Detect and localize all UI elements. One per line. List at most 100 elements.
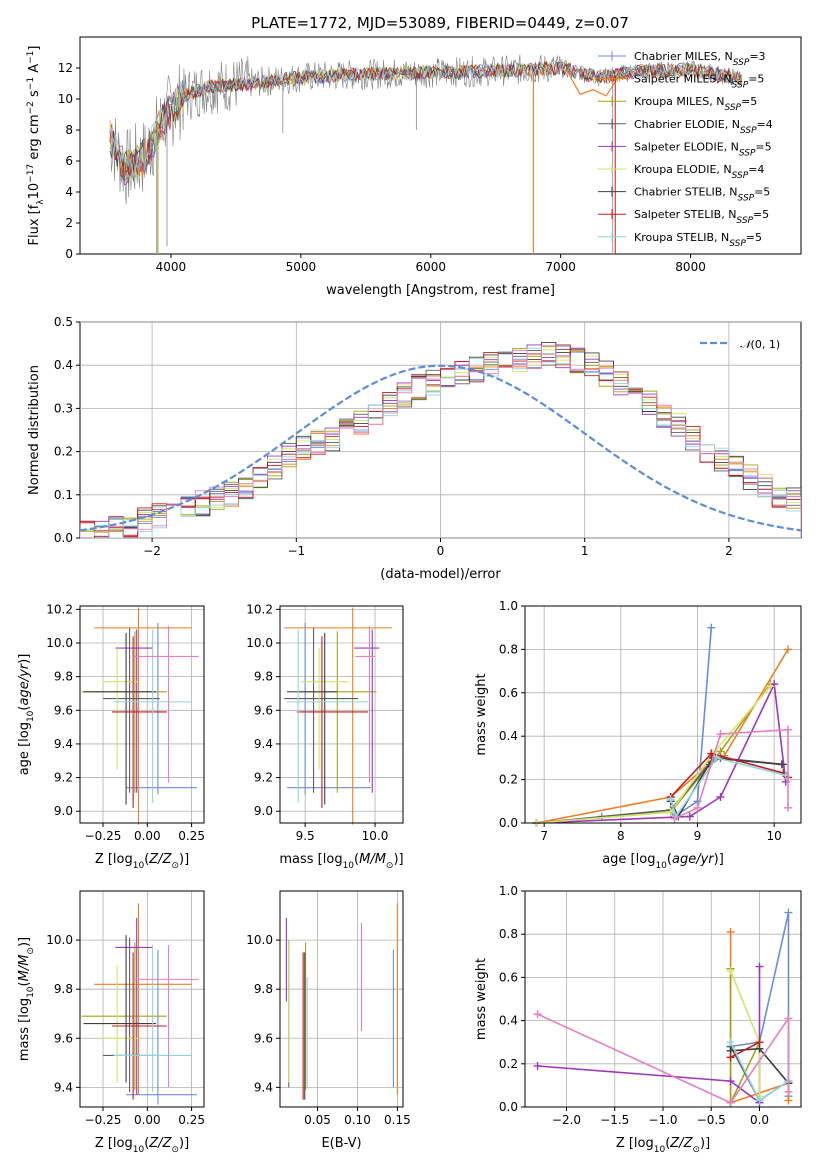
y-tick-label: 0.8 [499, 927, 518, 941]
y-tick-label: 9.6 [254, 1031, 273, 1045]
y-tick-label: 1.0 [499, 884, 518, 898]
y-tick-label: 0 [65, 247, 73, 261]
y-tick-label: 0.0 [499, 816, 518, 830]
x-axis-label: (data-model)/error [380, 567, 501, 582]
y-tick-label: 9.6 [54, 1031, 73, 1045]
x-tick-label: 10 [767, 829, 782, 843]
y-tick-label: 1.0 [499, 599, 518, 613]
x-tick-label: −0.25 [85, 1113, 122, 1127]
point-pink [693, 803, 702, 812]
series-kroupa-elodie [729, 970, 761, 1097]
series-kroupa-stelib [669, 756, 786, 819]
point-pink [783, 725, 792, 734]
y-tick-label: 10.0 [46, 933, 73, 947]
y-tick-label: 0.6 [499, 686, 518, 700]
series-salpeter-elodie [536, 681, 787, 824]
point-kroupa-stelib [666, 795, 675, 804]
x-tick-label: 8 [617, 829, 625, 843]
y-axis-label: Normed distribution [27, 365, 42, 495]
x-tick-label: −1 [287, 544, 305, 558]
y-tick-label: 2 [65, 216, 73, 230]
point-salpeter-miles [784, 1096, 793, 1105]
histogram-pink [80, 345, 801, 538]
x-tick-label: −1.5 [600, 1113, 629, 1127]
point-chabrier-miles [784, 908, 793, 917]
point-kroupa-elodie [766, 682, 775, 691]
x-tick-label: −0.25 [85, 829, 122, 843]
x-tick-label: 2 [725, 544, 733, 558]
residual-histogram-panel: −2 −1 0 1 2 0.0 0.1 0.2 0.3 0.4 0.5 𝒩(0, 1) (data-mo… [27, 315, 802, 582]
point-salpeter-elodie [755, 962, 764, 971]
age-vs-mass-panel: 9.5 10.0 9.0 9.2 9.4 9.6 9.8 10.0 10.2 mass [log1… [246, 602, 403, 871]
x-tick-label: 9 [694, 829, 702, 843]
point-salpeter-stelib [726, 1053, 735, 1062]
x-axis-label: Z [log10(Z/Z⊙)] [95, 852, 189, 871]
x-tick-label: 5000 [286, 260, 317, 274]
age-vs-metallicity-panel: −0.25 0.00 0.25 9.0 9.2 9.4 9.6 9.8 10.0 10.2 Z [l… [17, 602, 205, 871]
axes-frame [524, 605, 802, 824]
series-pink [537, 1013, 790, 1104]
series-kroupa-elodie [536, 685, 771, 824]
point-kroupa-stelib [755, 1096, 764, 1105]
point-kroupa-elodie [666, 808, 675, 817]
y-tick-label: 9.8 [54, 982, 73, 996]
x-axis-label: E(B-V) [321, 1136, 361, 1151]
y-tick-label: 6 [65, 154, 73, 168]
y-tick-label: 10.0 [246, 933, 273, 947]
x-tick-label: 7 [540, 829, 548, 843]
point-pink [533, 1010, 542, 1019]
weight-vs-age-panel: 7 8 9 10 0.0 0.2 0.4 0.6 0.8 1.0 age [log10(age/yr… [474, 599, 802, 871]
figure-title: PLATE=1772, MJD=53089, FIBERID=0449, z=0… [251, 14, 629, 32]
y-axis-label: mass weight [474, 673, 489, 755]
y-tick-label: 0.4 [499, 1014, 518, 1028]
point-salpeter-elodie [716, 792, 725, 801]
y-axis-label: mass [log10(M/M⊙)] [17, 937, 36, 1061]
y-tick-label: 12 [58, 61, 73, 75]
y-tick-label: 10.0 [246, 636, 273, 650]
mass-vs-extinction-panel: 0.05 0.10 0.15 9.4 9.6 9.8 10.0 E(B-V) [246, 890, 411, 1151]
y-tick-label: 0.3 [54, 401, 73, 415]
series-chabrier-miles [730, 912, 790, 1097]
y-tick-label: 9.8 [254, 982, 273, 996]
point-pink [784, 1087, 793, 1096]
y-tick-label: 0.8 [499, 642, 518, 656]
x-tick-label: −0.5 [697, 1113, 726, 1127]
x-axis-label: age [log10(age/yr)] [602, 852, 724, 871]
x-tick-label: −1.0 [648, 1113, 677, 1127]
y-tick-label: 9.0 [54, 804, 73, 818]
point-kroupa-stelib [712, 753, 721, 762]
y-tick-label: 8 [65, 123, 73, 137]
y-tick-label: 10.2 [246, 602, 273, 616]
point-pink [783, 803, 792, 812]
x-tick-label: 1 [581, 544, 589, 558]
weight-vs-metallicity-panel: −2.0 −1.5 −1.0 −0.5 0.0 0.0 0.2 0.4 0.6 0.8 1.0 Z [… [474, 884, 802, 1155]
y-axis-label: Flux [fλ10−17 erg cm−2 s−1 A−1] [26, 46, 46, 246]
x-tick-label: 0.00 [134, 1113, 161, 1127]
x-axis-label: wavelength [Angstrom, rest frame] [326, 283, 555, 298]
point-salpeter-elodie [533, 1061, 542, 1070]
x-tick-label: 4000 [156, 260, 187, 274]
y-axis-label: age [log10(age/yr)] [17, 654, 36, 776]
x-tick-label: 0.10 [344, 1113, 371, 1127]
y-tick-label: 9.4 [254, 737, 273, 751]
x-tick-label: −2.0 [552, 1113, 581, 1127]
y-tick-label: 9.6 [254, 703, 273, 717]
x-tick-label: 9.5 [296, 829, 315, 843]
series-kroupa-miles [536, 683, 771, 824]
point-salpeter-miles [726, 928, 735, 937]
point-pink [784, 1014, 793, 1023]
series-salpeter-elodie [537, 966, 761, 1105]
y-tick-label: 4 [65, 185, 73, 199]
x-axis-label: Z [log10(Z/Z⊙)] [95, 1136, 189, 1155]
x-tick-label: 0.25 [178, 1113, 205, 1127]
x-tick-label: 10.0 [362, 829, 389, 843]
y-tick-label: 0.2 [499, 1057, 518, 1071]
y-tick-label: 9.4 [254, 1080, 273, 1094]
model-feature [566, 70, 620, 97]
axes-frame [79, 890, 205, 1108]
model-spectrum-salpeter-stelib [109, 60, 742, 178]
y-tick-label: 0.4 [499, 729, 518, 743]
spectrum-panel: 4000 5000 6000 7000 8000 0 2 4 6 8 10 12 wavelength … [26, 36, 802, 298]
histogram-salpeter-stelib [80, 344, 801, 538]
